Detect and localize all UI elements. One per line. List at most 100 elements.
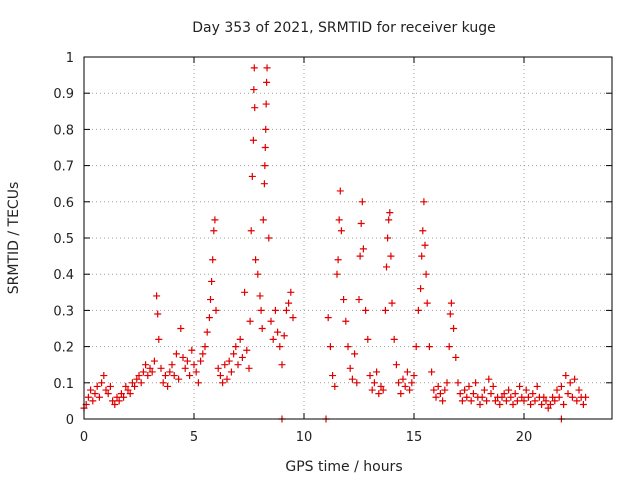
- data-point: [122, 382, 130, 390]
- data-point: [287, 288, 295, 296]
- data-point: [177, 325, 185, 332]
- data-point: [208, 277, 216, 285]
- data-point: [357, 220, 365, 228]
- data-point: [478, 393, 486, 401]
- data-point: [469, 390, 477, 398]
- data-point: [225, 357, 233, 365]
- data-point: [137, 379, 145, 387]
- data-point: [209, 256, 217, 264]
- data-point: [566, 379, 574, 387]
- data-point: [418, 252, 426, 260]
- data-point: [201, 343, 209, 351]
- data-point: [408, 379, 416, 387]
- data-point: [190, 361, 198, 369]
- data-point: [458, 397, 466, 405]
- data-point: [282, 306, 290, 314]
- chart-title: Day 353 of 2021, SRMTID for receiver kug…: [192, 20, 495, 36]
- data-point: [362, 306, 370, 314]
- data-point: [520, 397, 528, 405]
- y-tick-label: 0.3: [53, 304, 74, 319]
- y-tick-label: 0.1: [53, 377, 74, 392]
- data-point: [128, 379, 136, 387]
- data-point: [154, 310, 162, 318]
- data-point: [241, 288, 249, 296]
- data-point: [170, 372, 178, 380]
- data-point: [175, 375, 183, 383]
- data-point: [544, 404, 552, 412]
- data-point: [379, 386, 387, 394]
- data-point: [254, 270, 262, 278]
- data-point: [397, 390, 405, 398]
- data-point: [522, 386, 530, 394]
- data-point: [384, 234, 392, 242]
- data-point: [412, 343, 420, 351]
- data-point: [251, 104, 259, 112]
- data-point: [256, 292, 264, 300]
- data-point: [111, 401, 119, 409]
- data-point: [465, 382, 473, 390]
- data-point: [395, 379, 403, 387]
- data-point: [531, 397, 539, 405]
- data-point: [245, 364, 253, 372]
- data-point: [219, 379, 227, 387]
- data-point: [419, 227, 427, 235]
- data-point: [205, 314, 213, 322]
- y-tick-label: 0.6: [53, 196, 74, 211]
- data-point: [579, 401, 587, 409]
- y-tick-label: 0: [66, 413, 74, 428]
- data-point: [102, 386, 110, 394]
- data-point: [432, 393, 440, 401]
- data-point: [392, 361, 400, 369]
- data-point: [498, 393, 506, 401]
- data-point: [93, 382, 101, 390]
- data-point: [551, 397, 559, 405]
- data-point: [148, 368, 156, 376]
- y-tick-label: 0.2: [53, 341, 74, 356]
- data-point: [227, 368, 235, 376]
- data-point: [133, 375, 141, 383]
- data-point: [387, 252, 395, 260]
- data-point: [276, 343, 284, 351]
- data-point: [353, 379, 361, 387]
- y-tick-label: 0.5: [53, 232, 74, 247]
- data-point: [234, 361, 242, 369]
- data-point: [124, 386, 132, 394]
- data-point: [425, 343, 433, 351]
- data-point: [115, 397, 123, 405]
- data-point: [340, 296, 348, 304]
- data-point: [280, 332, 288, 340]
- data-point: [164, 382, 172, 390]
- data-point: [248, 172, 256, 180]
- x-tick-label: 5: [190, 430, 198, 445]
- data-point: [161, 372, 169, 380]
- data-point: [126, 390, 134, 398]
- data-point: [417, 285, 425, 293]
- data-point: [142, 361, 150, 369]
- data-point: [420, 198, 428, 206]
- data-point: [216, 372, 224, 380]
- y-tick-label: 0.8: [53, 123, 74, 138]
- data-point: [358, 198, 366, 206]
- data-point: [155, 335, 163, 343]
- x-tick-label: 15: [406, 430, 423, 445]
- data-point: [267, 317, 275, 325]
- data-point: [262, 100, 270, 108]
- data-point: [135, 372, 143, 380]
- data-point: [334, 256, 342, 264]
- data-point: [274, 328, 282, 336]
- y-tick-label: 0.4: [53, 268, 74, 283]
- data-point: [257, 306, 265, 314]
- data-point: [262, 125, 270, 133]
- data-point: [139, 368, 147, 376]
- data-point: [445, 343, 453, 351]
- data-point: [144, 372, 152, 380]
- data-point: [463, 393, 471, 401]
- data-point: [505, 386, 513, 394]
- data-point: [232, 343, 240, 351]
- data-point: [456, 390, 464, 398]
- data-point: [326, 343, 334, 351]
- data-point: [562, 372, 570, 380]
- data-point: [285, 299, 293, 307]
- data-point: [236, 335, 244, 343]
- data-point: [197, 357, 205, 365]
